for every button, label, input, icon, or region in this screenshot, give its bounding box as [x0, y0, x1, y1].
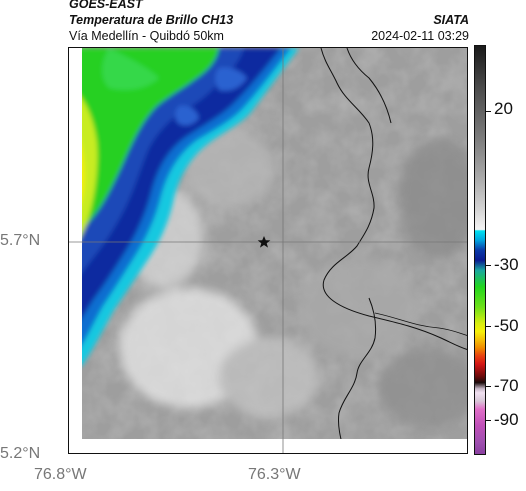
colorbar-tick [486, 111, 491, 112]
agency-label: SIATA [433, 13, 469, 27]
x-tick-label: 76.8°W [34, 466, 87, 483]
region-subtitle: Vía Medellín - Quibdó 50km [69, 29, 224, 43]
colorbar-tick [486, 386, 491, 387]
colorbar-label: 20 [494, 99, 513, 118]
colorbar-label: -30 [494, 255, 519, 274]
colorbar [474, 45, 486, 455]
satellite-name: GOES-EAST [69, 0, 143, 11]
colorbar-label: -50 [494, 316, 519, 335]
y-tick-label: 5.7°N [0, 232, 41, 249]
colorbar-tick [486, 420, 491, 421]
colorbar-tick [486, 265, 491, 266]
star-icon[interactable] [257, 236, 271, 248]
colorbar-label: -70 [494, 376, 519, 395]
datetime-label: 2024-02-11 03:29 [371, 29, 469, 43]
brightness-temperature-image [69, 48, 467, 453]
colorbar-tick [486, 326, 491, 327]
y-tick-label: 5.2°N [0, 445, 41, 462]
satellite-map[interactable] [68, 47, 468, 454]
x-tick-label: 76.3°W [248, 466, 301, 483]
product-title: Temperatura de Brillo CH13 [69, 13, 234, 27]
colorbar-label: -90 [494, 410, 519, 429]
